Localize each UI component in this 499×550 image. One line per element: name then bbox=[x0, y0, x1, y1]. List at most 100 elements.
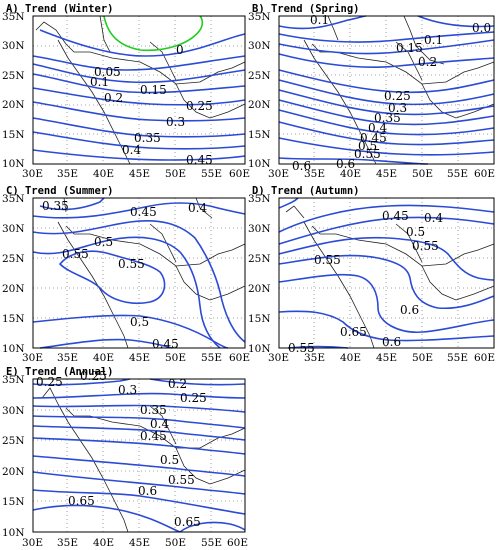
contour-label: 0.25 bbox=[180, 391, 207, 405]
contour-label: 0.45 bbox=[130, 205, 157, 219]
contour-labels: 0.35 0.45 0.4 0.5 0.55 0.55 0.5 0.45 bbox=[42, 199, 207, 351]
contour-label: 0.4 bbox=[122, 143, 141, 157]
lon-tick-label: 55E bbox=[201, 352, 222, 362]
panel-summer: C) Trend (Summer) 0.35 0.45 0.4 0.5 0.55… bbox=[0, 182, 250, 362]
contours bbox=[32, 197, 246, 349]
contour-labels: 0 0.05 0.1 0.15 0.2 0.25 0.3 0.35 0.4 0.… bbox=[90, 43, 213, 167]
lat-tick-label: 25N bbox=[2, 435, 25, 447]
lat-axis: 35N 30N 25N 20N 15N 10N bbox=[2, 374, 25, 539]
contour-label: 0.35 bbox=[42, 199, 69, 213]
lat-axis: 35N 30N 25N 20N 15N 10N bbox=[248, 193, 271, 355]
lon-tick-label: 30E bbox=[22, 537, 43, 549]
plot-frame bbox=[32, 378, 246, 533]
contour-label: 0.35 bbox=[374, 111, 401, 125]
panel-annual-svg: E) Trend (Annual) 0.25 0.25 0.2 0.3 0.25… bbox=[2, 366, 248, 549]
lon-tick-label: 35E bbox=[57, 168, 78, 180]
lat-tick-label: 10N bbox=[2, 158, 25, 170]
lon-tick-label: 35E bbox=[304, 168, 325, 180]
lon-axis: 30E 35E 40E 45E 50E 55E 60E bbox=[22, 168, 250, 180]
contour-label: 0.55 bbox=[168, 473, 195, 487]
contour-label: 0.55 bbox=[62, 247, 89, 261]
lon-tick-label: 30E bbox=[22, 168, 43, 180]
contour-label: 0.6 bbox=[292, 159, 311, 173]
lon-tick-label: 45E bbox=[129, 168, 150, 180]
lat-tick-label: 25N bbox=[248, 253, 271, 265]
contour-label: 0.45 bbox=[360, 131, 387, 145]
contour-label: 0.4 bbox=[368, 121, 387, 135]
lon-tick-label: 35E bbox=[57, 537, 78, 549]
plot-frame bbox=[32, 197, 246, 349]
lon-tick-label: 50E bbox=[165, 537, 186, 549]
lat-tick-label: 15N bbox=[2, 313, 25, 325]
contour-label: 0.45 bbox=[186, 153, 213, 167]
lat-tick-label: 10N bbox=[248, 343, 271, 355]
panel-title: C) Trend (Summer) bbox=[6, 185, 113, 197]
panel-autumn: D) Trend (Autumn) 0.45 0.4 0.5 0.55 0.55… bbox=[248, 182, 499, 362]
panel-spring-svg: B) Trend (Spring) 0.1 0.0 0.1 0.15 0.2 bbox=[248, 3, 495, 180]
contour-labels: 0.1 0.0 0.1 0.15 0.2 0.25 0.3 0.35 0.4 0… bbox=[292, 13, 491, 173]
plot-frame bbox=[32, 15, 246, 165]
contours bbox=[32, 15, 246, 161]
contour-label: 0.2 bbox=[168, 377, 187, 391]
contour-label: 0.25 bbox=[384, 89, 411, 103]
contour-label: 0.55 bbox=[354, 147, 381, 161]
lat-tick-label: 20N bbox=[248, 283, 271, 295]
contour-label: 0.5 bbox=[406, 225, 425, 239]
lon-tick-label: 30E bbox=[22, 352, 43, 362]
contour-labels: 0.25 0.25 0.2 0.3 0.25 0.35 0.4 0.45 0.5… bbox=[36, 369, 207, 529]
lon-tick-label: 40E bbox=[340, 352, 361, 362]
contour-label: 0.25 bbox=[36, 375, 63, 389]
lat-tick-label: 35N bbox=[248, 11, 271, 23]
lon-tick-label: 30E bbox=[268, 352, 289, 362]
contour-label: 0.2 bbox=[418, 55, 437, 69]
lon-tick-label: 60E bbox=[229, 168, 250, 180]
gridlines bbox=[33, 198, 245, 348]
contour-label: 0.4 bbox=[188, 201, 207, 215]
panel-title: B) Trend (Spring) bbox=[252, 3, 359, 15]
contour-label: 0.45 bbox=[140, 429, 167, 443]
lat-tick-label: 20N bbox=[248, 99, 271, 111]
contour-label: 0.45 bbox=[152, 337, 179, 351]
lon-tick-label: 55E bbox=[201, 537, 222, 549]
contour-label: 0.05 bbox=[94, 65, 121, 79]
lon-tick-label: 40E bbox=[93, 537, 114, 549]
lat-tick-label: 15N bbox=[2, 129, 25, 141]
lat-tick-label: 35N bbox=[2, 374, 25, 386]
lat-tick-label: 25N bbox=[2, 70, 25, 82]
contour-label: 0.5 bbox=[94, 235, 113, 249]
lon-tick-label: 55E bbox=[447, 168, 468, 180]
panel-winter: A) Trend (Winter) 0 0.05 0.1 0.15 0.2 0.… bbox=[0, 0, 250, 180]
contours bbox=[278, 15, 495, 165]
contour-label: 0.25 bbox=[186, 99, 213, 113]
panel-winter-svg: A) Trend (Winter) 0 0.05 0.1 0.15 0.2 0.… bbox=[2, 3, 250, 180]
contour-label: 0.6 bbox=[400, 303, 419, 317]
contour-label: 0.1 bbox=[424, 33, 443, 47]
contour-label: 0.55 bbox=[314, 253, 341, 267]
lon-tick-label: 50E bbox=[165, 352, 186, 362]
panel-title: A) Trend (Winter) bbox=[6, 3, 113, 15]
lon-tick-label: 60E bbox=[229, 352, 250, 362]
contour-label: 0.15 bbox=[140, 83, 167, 97]
panel-autumn-svg: D) Trend (Autumn) 0.45 0.4 0.5 0.55 0.55… bbox=[248, 185, 495, 362]
contour-label: 0.55 bbox=[412, 239, 439, 253]
coastline bbox=[35, 15, 246, 165]
plot-frame bbox=[278, 197, 495, 349]
lat-tick-label: 30N bbox=[2, 405, 25, 417]
contour-label: 0.0 bbox=[472, 21, 491, 35]
contour-label: 0.3 bbox=[118, 383, 137, 397]
contour-label: 0.6 bbox=[138, 484, 157, 498]
contour-label: 0.3 bbox=[166, 115, 185, 129]
lon-tick-label: 55E bbox=[447, 352, 468, 362]
lat-tick-label: 15N bbox=[248, 313, 271, 325]
lon-tick-label: 60E bbox=[227, 537, 248, 549]
lat-tick-label: 25N bbox=[248, 70, 271, 82]
contour-label: 0.2 bbox=[104, 91, 123, 105]
gridlines bbox=[33, 379, 245, 532]
lon-tick-label: 45E bbox=[129, 537, 150, 549]
lon-tick-label: 35E bbox=[57, 352, 78, 362]
coastline bbox=[285, 205, 495, 349]
contour-label: 0.45 bbox=[382, 209, 409, 223]
contour-label: 0.65 bbox=[68, 494, 95, 508]
lon-tick-label: 40E bbox=[340, 168, 361, 180]
lon-tick-label: 50E bbox=[165, 168, 186, 180]
